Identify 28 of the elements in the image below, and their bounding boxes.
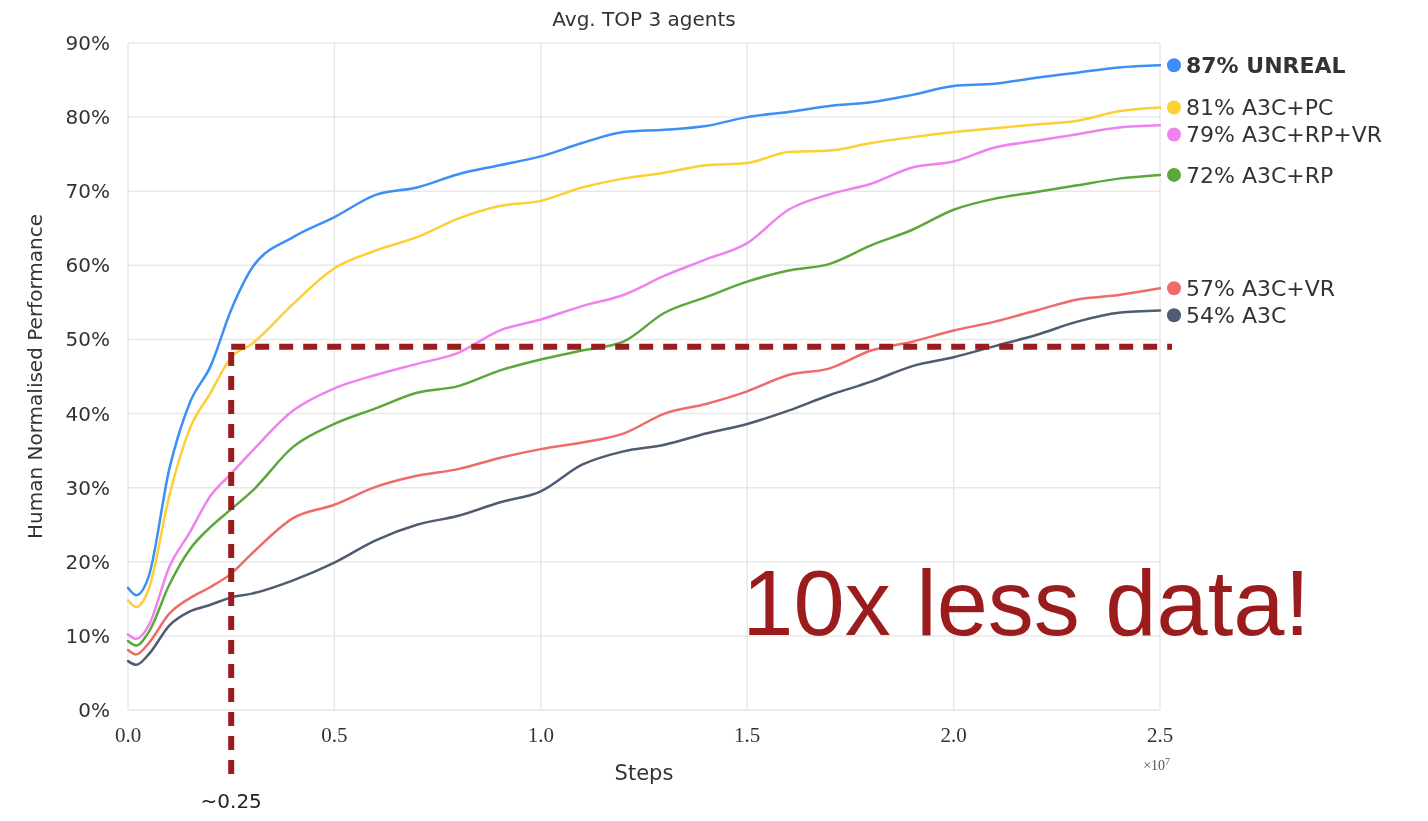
legend-label: 72% A3C+RP (1186, 162, 1334, 188)
y-axis-title: Human Normalised Performance (23, 214, 47, 539)
annotation: 10x less data! (742, 552, 1310, 654)
y-tick-label: 20% (65, 549, 110, 574)
y-tick-label: 70% (65, 179, 110, 204)
y-tick-label: 50% (65, 327, 110, 352)
y-tick-label: 40% (65, 401, 110, 426)
text: ×10$^{7}$ (1143, 755, 1171, 773)
x-tick-label: 0.0 (114, 723, 142, 747)
y-tick-label: 60% (65, 253, 110, 278)
x-tick-label: 1.0 (527, 723, 554, 747)
x-tick-label: 2.0 (940, 723, 967, 747)
y-tick-label: 90% (65, 31, 110, 55)
legend-label: 79% A3C+RP+VR (1186, 122, 1383, 148)
chart-title: Avg. TOP 3 agents (552, 7, 736, 31)
legend-label: 54% A3C (1186, 303, 1287, 329)
y-tick-label: 30% (65, 475, 110, 500)
x-tick-label: 0.5 (321, 723, 348, 747)
ref-line-label: ~0.25 (200, 789, 262, 813)
y-tick-label: 10% (65, 623, 110, 648)
legend-label: 81% A3C+PC (1186, 95, 1334, 121)
y-tick-label: 0% (78, 698, 110, 722)
x-tick-label: 1.5 (734, 723, 761, 747)
legend-label: 57% A3C+VR (1186, 276, 1336, 302)
x-tick-label: 2.5 (1146, 723, 1174, 747)
legend-label: 87% UNREAL (1186, 52, 1346, 78)
x-axis-title: Steps (614, 761, 674, 785)
y-tick-label: 80% (65, 105, 110, 130)
